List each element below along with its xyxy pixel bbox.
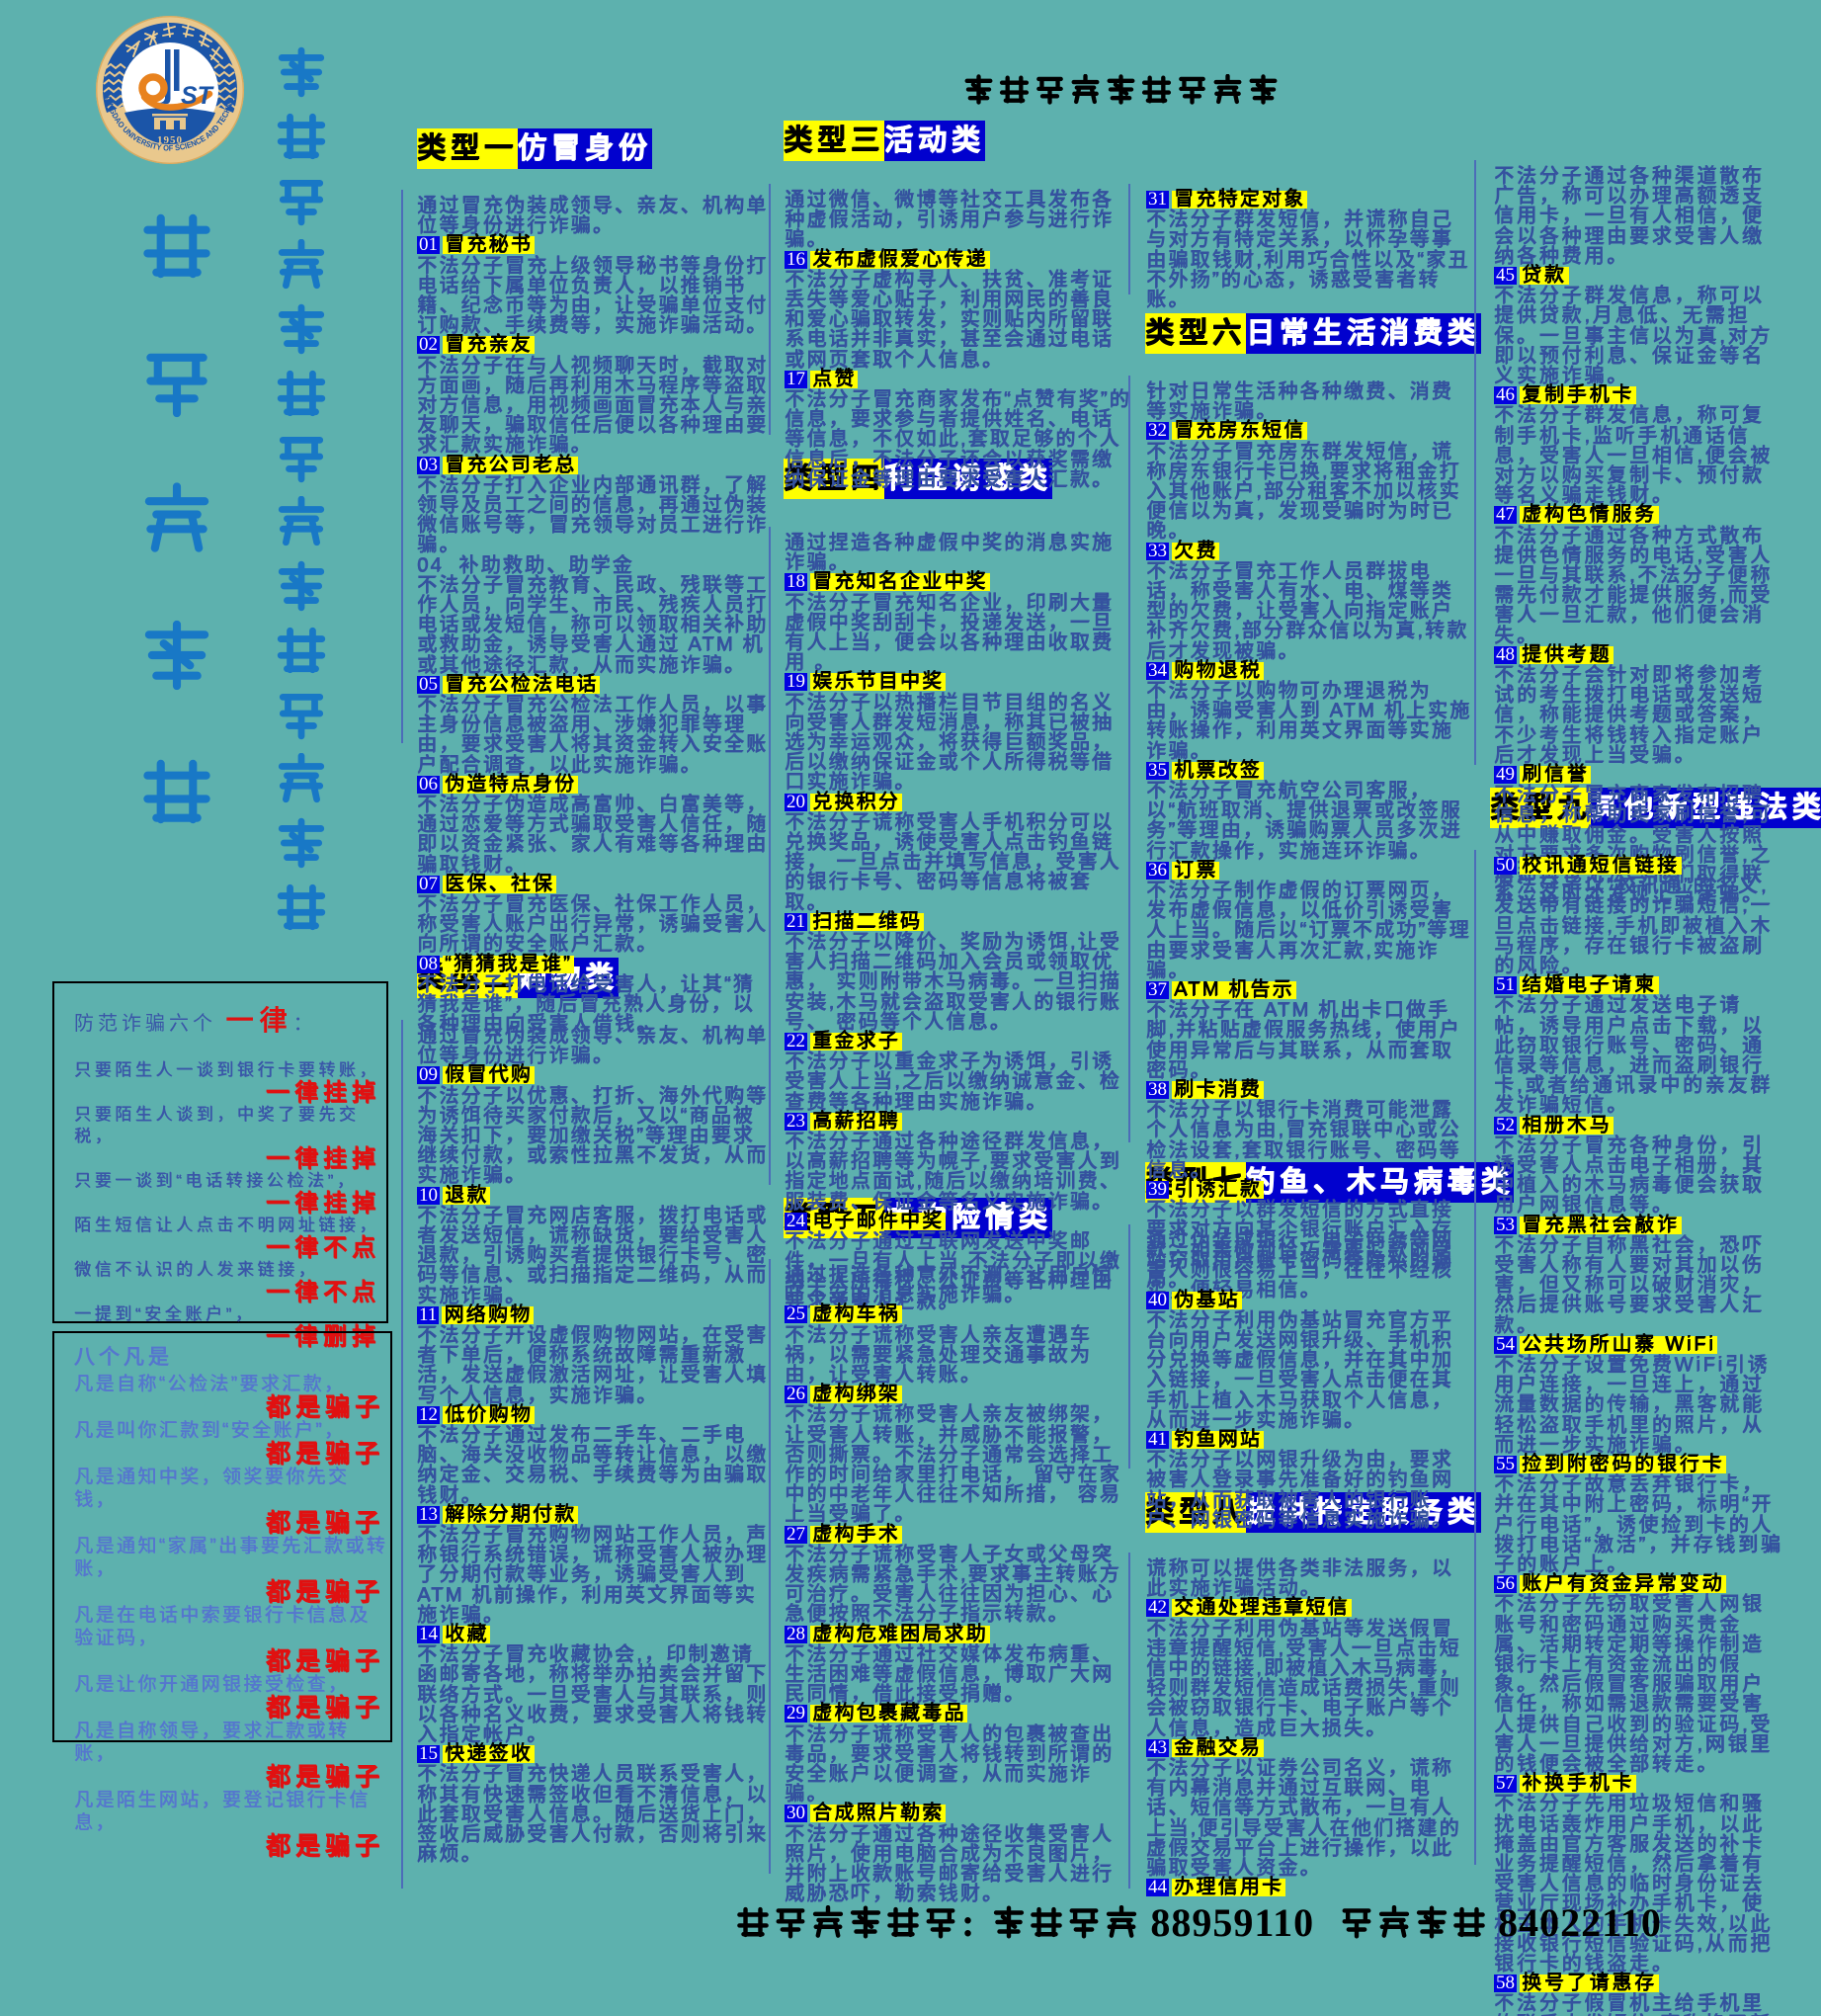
- svg-text:ST: ST: [181, 82, 215, 110]
- svg-text:1950: 1950: [157, 134, 183, 146]
